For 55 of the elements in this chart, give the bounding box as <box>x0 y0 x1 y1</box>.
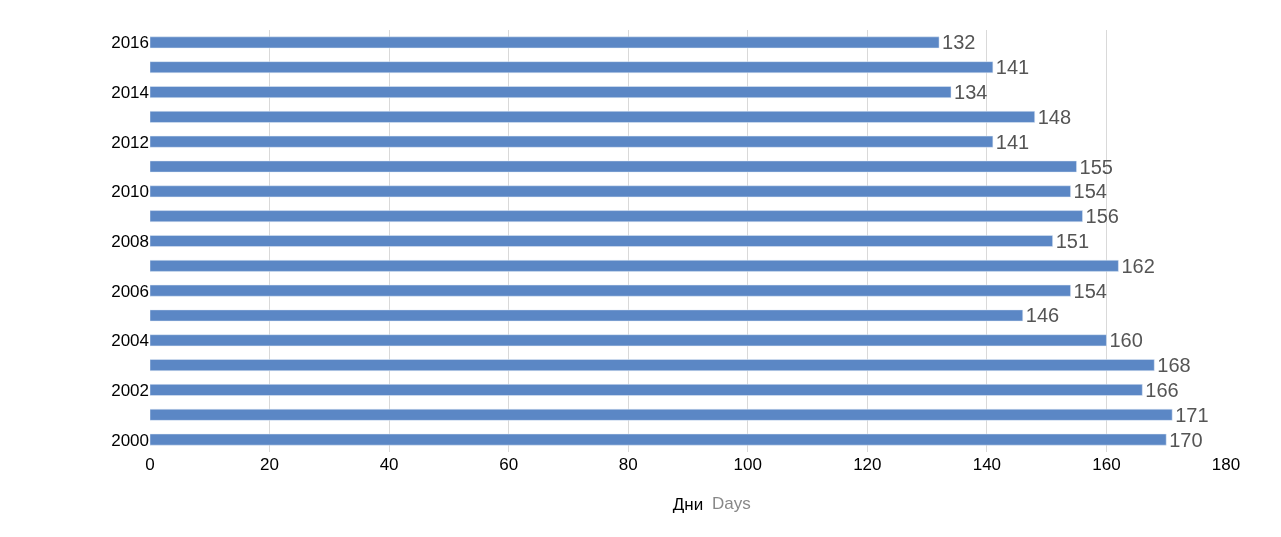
data-label: 166 <box>1145 378 1179 401</box>
bar <box>150 135 994 148</box>
bar <box>150 433 1167 446</box>
x-tick-label: 0 <box>145 455 155 474</box>
y-tick-label: 2008 <box>111 231 149 251</box>
bar <box>150 36 940 49</box>
bar <box>150 210 1083 223</box>
bar <box>150 284 1071 297</box>
data-label: 162 <box>1121 254 1155 277</box>
y-tick-label: 2006 <box>111 281 149 301</box>
data-label: 146 <box>1025 304 1060 327</box>
data-label: 170 <box>1169 428 1203 451</box>
bar <box>150 359 1155 371</box>
y-tick-label: 2002 <box>111 380 149 400</box>
x-axis-title: Дни <box>672 495 704 515</box>
bar <box>150 235 1053 247</box>
data-label: 141 <box>995 130 1030 153</box>
x-tick-label: 80 <box>618 455 638 474</box>
bar <box>150 111 1035 123</box>
data-label: 151 <box>1055 230 1090 252</box>
data-label: 155 <box>1079 155 1113 178</box>
bar <box>150 334 1107 347</box>
data-label: 132 <box>942 31 976 54</box>
bar <box>150 259 1119 272</box>
data-label: 168 <box>1157 354 1191 377</box>
bar <box>150 86 952 98</box>
x-tick-label: 40 <box>379 455 399 474</box>
bar <box>150 61 994 74</box>
x-tick-label: 180 <box>1211 455 1241 474</box>
x-tick-label: 100 <box>733 455 762 474</box>
y-tick-label: 2010 <box>111 182 149 202</box>
data-label: 134 <box>954 81 988 104</box>
text: Days <box>712 494 751 513</box>
data-label: 156 <box>1085 205 1119 228</box>
data-label: 154 <box>1073 180 1107 203</box>
bar <box>150 384 1143 396</box>
data-label: 148 <box>1037 105 1072 128</box>
y-tick-label: 2000 <box>111 430 149 450</box>
x-tick-label: 140 <box>972 455 1002 474</box>
data-label: 141 <box>995 56 1030 79</box>
x-tick-label: 60 <box>499 455 519 474</box>
y-tick-label: 2012 <box>111 132 149 152</box>
bar <box>150 309 1024 322</box>
x-tick-label: 20 <box>260 455 280 474</box>
y-tick-label: 2004 <box>111 331 149 351</box>
y-tick-label: 2014 <box>111 83 149 103</box>
data-label: 171 <box>1175 403 1209 426</box>
x-tick-label: 120 <box>853 455 882 474</box>
bar <box>150 408 1173 421</box>
bar <box>150 160 1077 173</box>
data-label: 160 <box>1109 329 1143 352</box>
bar <box>150 185 1071 198</box>
data-label: 154 <box>1073 279 1107 302</box>
x-tick-label: 160 <box>1092 455 1121 474</box>
y-tick-label: 2016 <box>111 33 149 53</box>
